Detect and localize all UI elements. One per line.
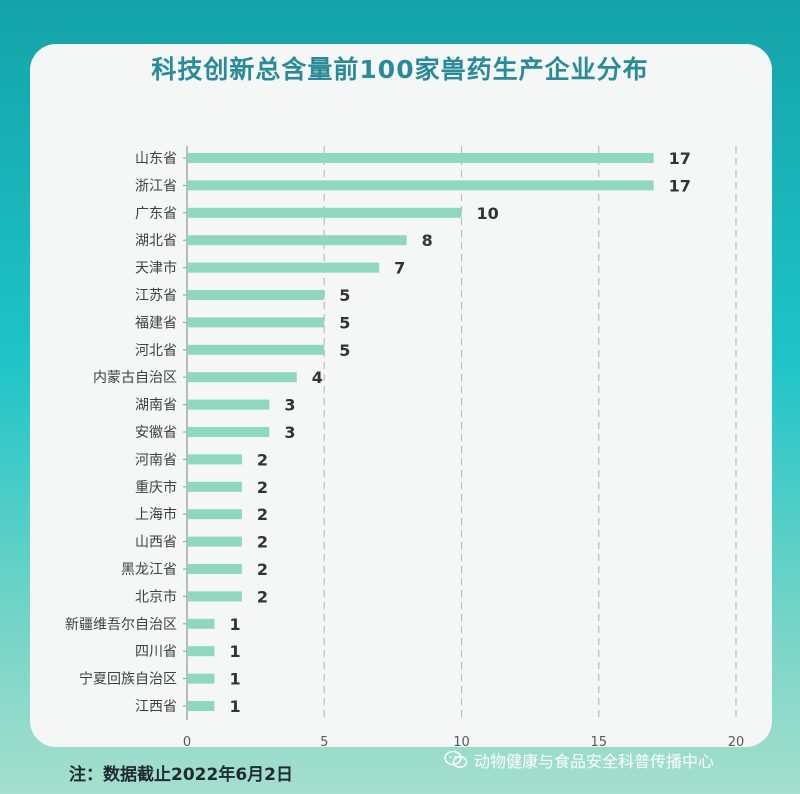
category-label: 黑龙江省 bbox=[121, 562, 177, 578]
category-label: 江苏省 bbox=[135, 288, 177, 304]
data-label: 2 bbox=[257, 587, 268, 606]
data-label: 8 bbox=[422, 231, 433, 250]
data-label: 1 bbox=[229, 642, 240, 661]
x-tick-label: 5 bbox=[320, 735, 328, 750]
data-label: 17 bbox=[669, 176, 691, 195]
category-label: 新疆维吾尔自治区 bbox=[65, 617, 177, 633]
data-label: 5 bbox=[339, 286, 350, 305]
category-label: 湖北省 bbox=[135, 233, 177, 249]
category-label: 四川省 bbox=[135, 644, 177, 660]
x-tick-label: 10 bbox=[453, 735, 470, 750]
bar bbox=[187, 536, 242, 547]
bar bbox=[187, 427, 270, 437]
category-label: 内蒙古自治区 bbox=[93, 370, 177, 386]
data-label: 2 bbox=[257, 533, 268, 552]
x-tick-label: 0 bbox=[183, 735, 191, 750]
data-label: 5 bbox=[339, 341, 350, 360]
bar bbox=[187, 399, 270, 410]
bar bbox=[187, 673, 215, 684]
category-label: 北京市 bbox=[135, 588, 177, 605]
data-label: 17 bbox=[669, 149, 691, 168]
bar bbox=[187, 454, 242, 465]
x-tick-label: 20 bbox=[728, 735, 745, 750]
bar bbox=[187, 372, 297, 383]
data-label: 1 bbox=[229, 697, 240, 716]
data-label: 5 bbox=[339, 313, 350, 332]
bar bbox=[187, 646, 215, 657]
category-label: 天津市 bbox=[135, 260, 177, 277]
watermark-text: 动物健康与食品安全科普传播中心 bbox=[474, 752, 715, 771]
category-label: 江西省 bbox=[135, 699, 177, 715]
data-label: 3 bbox=[284, 396, 295, 415]
category-label: 山西省 bbox=[135, 535, 177, 551]
bar bbox=[187, 207, 462, 218]
data-label: 2 bbox=[257, 505, 268, 524]
data-label: 3 bbox=[284, 423, 295, 442]
bar bbox=[187, 180, 654, 191]
data-label: 10 bbox=[477, 204, 499, 223]
x-tick-label: 15 bbox=[590, 735, 607, 750]
bar bbox=[187, 235, 407, 246]
category-label: 宁夏回族自治区 bbox=[79, 671, 177, 688]
bar bbox=[187, 153, 654, 163]
data-label: 4 bbox=[312, 368, 323, 387]
data-label: 2 bbox=[257, 450, 268, 469]
bar bbox=[187, 564, 242, 574]
chart-title: 科技创新总含量前100家兽药生产企业分布 bbox=[151, 55, 649, 84]
category-label: 山东省 bbox=[135, 151, 177, 167]
data-label: 2 bbox=[257, 478, 268, 497]
category-label: 上海市 bbox=[135, 506, 177, 523]
category-label: 河南省 bbox=[135, 452, 177, 468]
bar bbox=[187, 481, 242, 492]
data-label: 1 bbox=[229, 670, 240, 689]
category-label: 湖南省 bbox=[135, 398, 177, 414]
wechat-icon bbox=[444, 750, 468, 768]
bar bbox=[187, 344, 325, 355]
data-label: 1 bbox=[229, 615, 240, 634]
bar bbox=[187, 591, 242, 602]
bar bbox=[187, 317, 325, 328]
footnote: 注：数据截止2022年6月2日 bbox=[69, 765, 293, 785]
category-label: 安徽省 bbox=[135, 425, 177, 441]
bar bbox=[187, 618, 215, 629]
category-label: 广东省 bbox=[135, 206, 177, 222]
watermark: 动物健康与食品安全科普传播中心 bbox=[444, 748, 714, 772]
category-label: 浙江省 bbox=[135, 178, 177, 194]
bar bbox=[187, 509, 242, 520]
bar bbox=[187, 262, 380, 273]
category-label: 河北省 bbox=[135, 343, 177, 359]
bar bbox=[187, 290, 325, 300]
data-label: 7 bbox=[394, 259, 405, 278]
category-label: 重庆市 bbox=[135, 479, 177, 496]
bar bbox=[187, 701, 215, 711]
category-label: 福建省 bbox=[135, 315, 177, 331]
data-label: 2 bbox=[257, 560, 268, 579]
